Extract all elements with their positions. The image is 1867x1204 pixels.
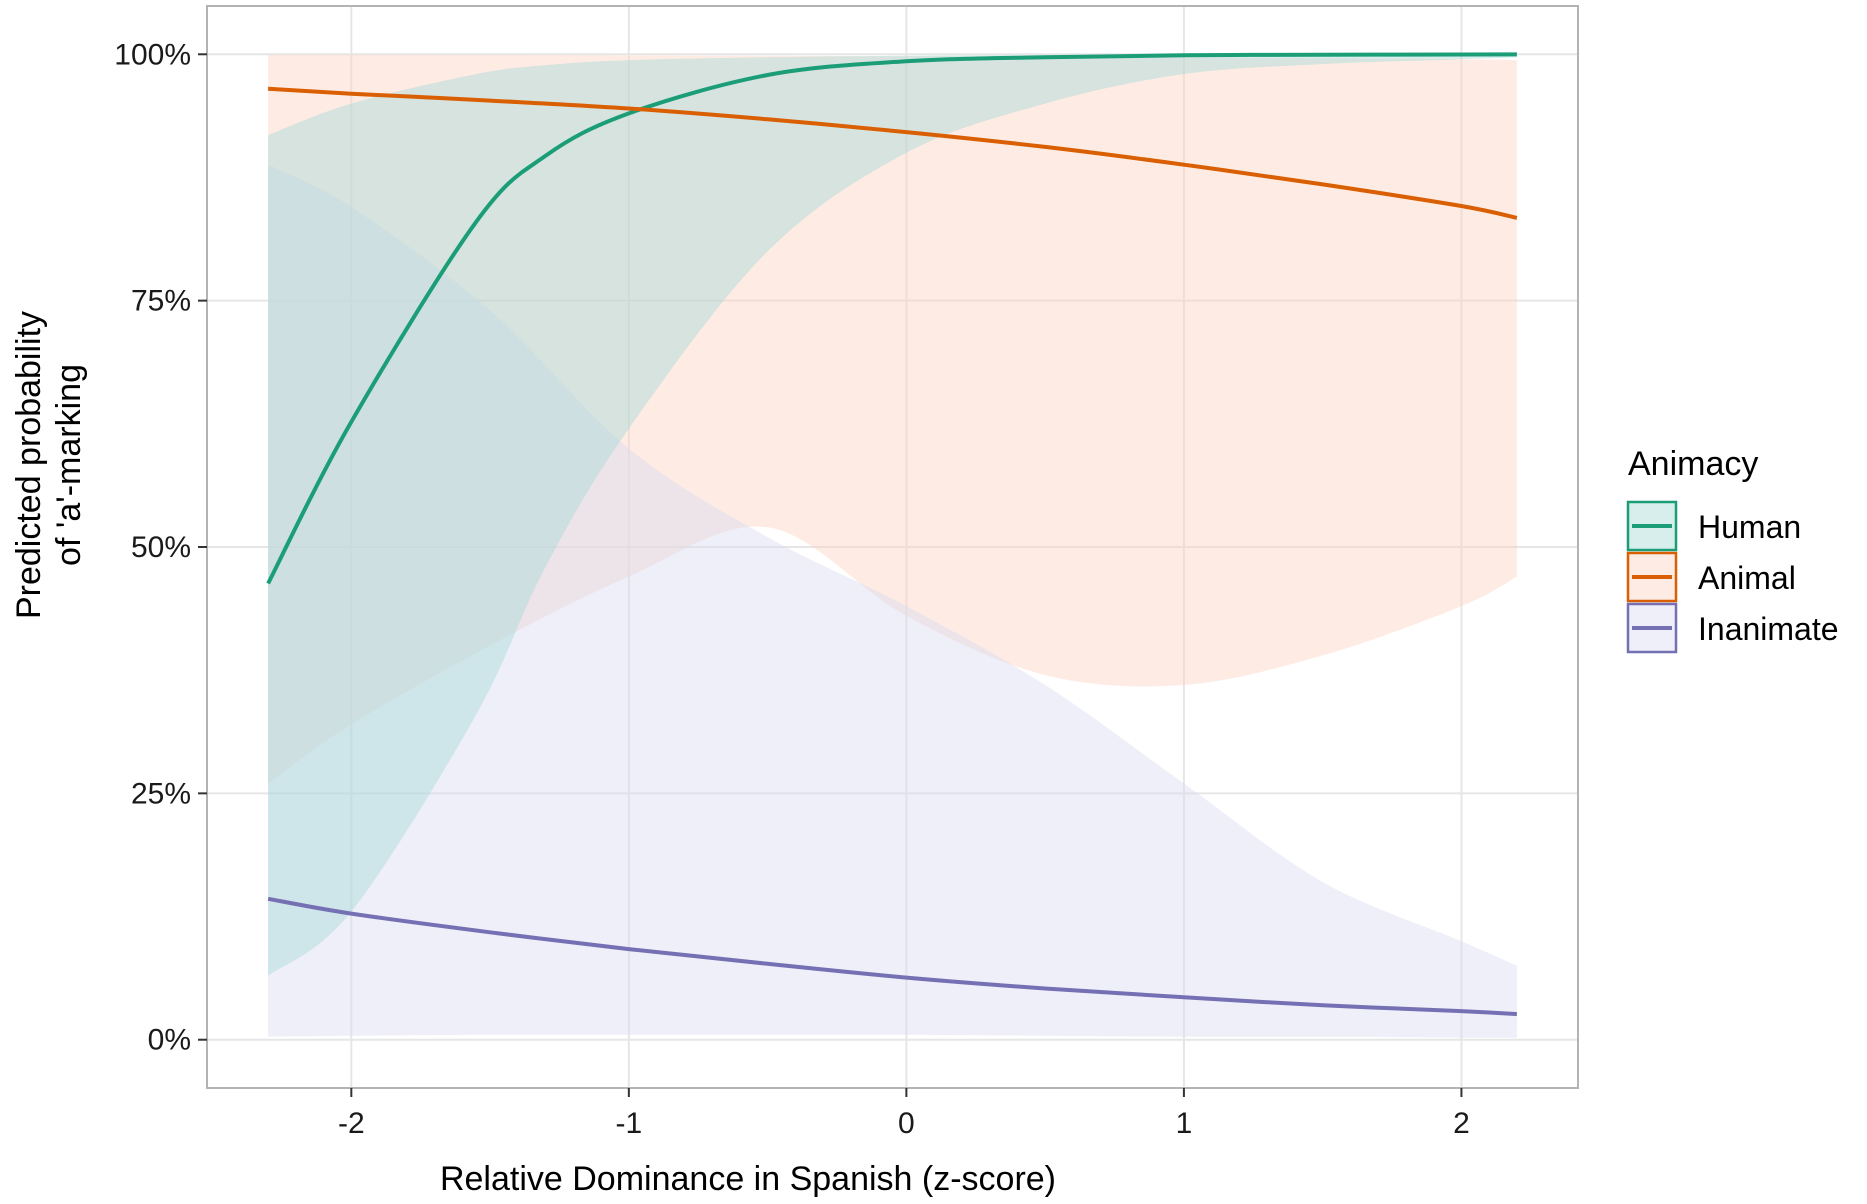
x-axis-title: Relative Dominance in Spanish (z-score) <box>440 1160 1056 1198</box>
legend-label-human: Human <box>1698 509 1801 545</box>
legend-label-animal: Animal <box>1698 560 1796 596</box>
band-animal <box>268 54 1517 784</box>
series-lines <box>266 52 1518 1017</box>
legend-item-human: Human <box>1626 500 1801 552</box>
y-tick-label-1: 25% <box>131 777 191 810</box>
line-inanimate <box>267 896 1518 1017</box>
x-tick-label-2: 0 <box>898 1107 915 1140</box>
x-tick-label-0: -2 <box>338 1107 365 1140</box>
band-human <box>268 54 1517 976</box>
y-tick-label-3: 75% <box>131 285 191 318</box>
line-human <box>266 52 1517 585</box>
y-tick-label-0: 0% <box>148 1024 191 1057</box>
y-tick-label-4: 100% <box>114 38 191 71</box>
legend-item-animal: Animal <box>1626 551 1796 603</box>
legend-item-inanimate: Inanimate <box>1626 602 1839 654</box>
legend: Animacy Human Animal Inanimate <box>1626 445 1839 654</box>
x-tick-label-3: 1 <box>1176 1107 1193 1140</box>
y-axis-title-line-2: of 'a'-marking <box>50 364 88 566</box>
legend-title: Animacy <box>1628 445 1758 483</box>
y-axis: 0% 25% 50% 75% 100% <box>114 38 207 1057</box>
legend-label-inanimate: Inanimate <box>1698 611 1839 647</box>
confidence-bands <box>268 54 1517 1038</box>
line-animal <box>267 86 1518 220</box>
band-inanimate <box>268 164 1517 1038</box>
x-tick-label-4: 2 <box>1453 1107 1470 1140</box>
y-tick-label-2: 50% <box>131 531 191 564</box>
y-axis-title-line-1: Predicted probability <box>10 311 48 619</box>
x-axis: -2 -1 0 1 2 <box>338 1088 1470 1140</box>
x-tick-label-1: -1 <box>616 1107 643 1140</box>
